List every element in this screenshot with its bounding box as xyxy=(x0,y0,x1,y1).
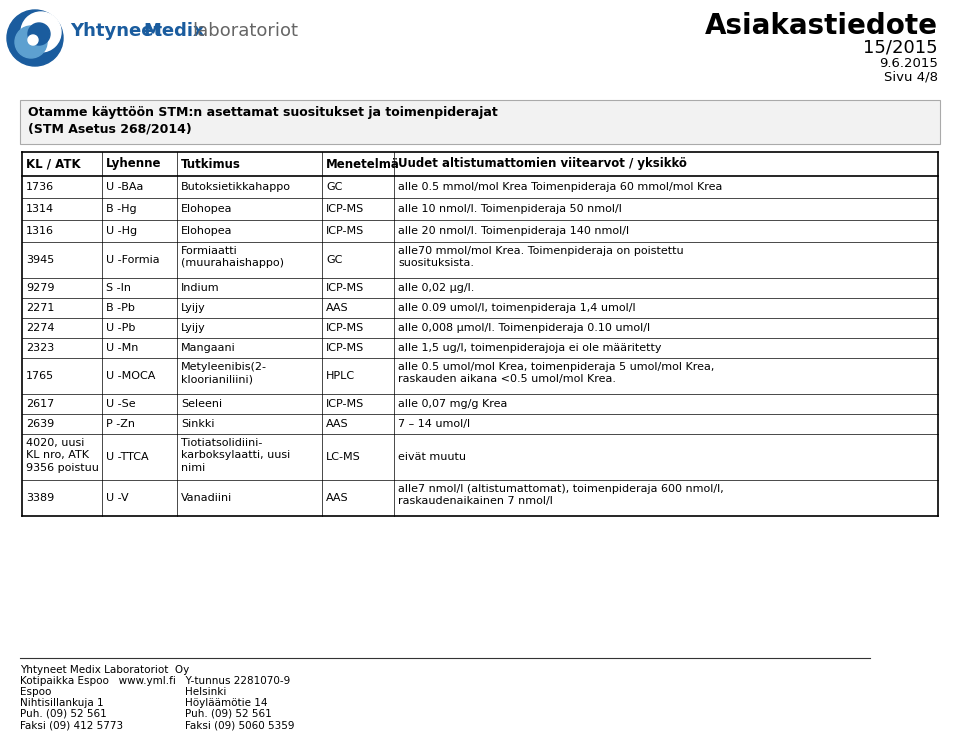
Text: Faksi (09) 5060 5359: Faksi (09) 5060 5359 xyxy=(185,720,295,730)
Text: 9.6.2015: 9.6.2015 xyxy=(879,57,938,70)
Text: Mangaani: Mangaani xyxy=(181,343,236,353)
Circle shape xyxy=(28,23,50,45)
Text: U -V: U -V xyxy=(106,493,129,503)
Text: Yhtyneet: Yhtyneet xyxy=(70,22,168,40)
Text: U -Formia: U -Formia xyxy=(106,255,159,265)
Text: Puh. (09) 52 561: Puh. (09) 52 561 xyxy=(20,709,107,719)
Text: B -Hg: B -Hg xyxy=(106,204,136,214)
Text: Vanadiini: Vanadiini xyxy=(181,493,232,503)
Text: 2639: 2639 xyxy=(26,419,55,429)
Text: Butoksietikkahappo: Butoksietikkahappo xyxy=(181,182,291,192)
Text: ICP-MS: ICP-MS xyxy=(326,226,364,236)
Text: (STM Asetus 268/2014): (STM Asetus 268/2014) xyxy=(28,122,192,135)
Circle shape xyxy=(7,10,63,66)
Text: Lyijy: Lyijy xyxy=(181,323,205,333)
Text: alle70 mmol/mol Krea. Toimenpideraja on poistettu
suosituksista.: alle70 mmol/mol Krea. Toimenpideraja on … xyxy=(398,246,684,268)
Circle shape xyxy=(15,26,47,58)
Text: Otamme käyttöön STM:n asettamat suositukset ja toimenpiderajat: Otamme käyttöön STM:n asettamat suosituk… xyxy=(28,106,497,119)
Text: Uudet altistumattomien viitearvot / yksikkö: Uudet altistumattomien viitearvot / yksi… xyxy=(398,158,686,171)
Text: laboratoriot: laboratoriot xyxy=(192,22,298,40)
Text: U -BAa: U -BAa xyxy=(106,182,143,192)
Text: U -Se: U -Se xyxy=(106,399,135,409)
Text: 15/2015: 15/2015 xyxy=(863,38,938,56)
Text: Lyhenne: Lyhenne xyxy=(106,158,161,171)
Text: Elohopea: Elohopea xyxy=(181,226,232,236)
Text: GC: GC xyxy=(326,182,343,192)
Text: ICP-MS: ICP-MS xyxy=(326,204,364,214)
Text: 1736: 1736 xyxy=(26,182,54,192)
Text: Seleeni: Seleeni xyxy=(181,399,222,409)
Text: alle 1,5 ug/l, toimenpiderajoja ei ole määritetty: alle 1,5 ug/l, toimenpiderajoja ei ole m… xyxy=(398,343,661,353)
Text: alle 0,02 μg/l.: alle 0,02 μg/l. xyxy=(398,283,474,293)
Text: 4020, uusi
KL nro, ATK
9356 poistuu: 4020, uusi KL nro, ATK 9356 poistuu xyxy=(26,438,99,473)
Bar xyxy=(20,100,940,144)
Text: 2617: 2617 xyxy=(26,399,55,409)
Text: Sivu 4/8: Sivu 4/8 xyxy=(884,70,938,83)
Text: 1316: 1316 xyxy=(26,226,54,236)
Text: U -Pb: U -Pb xyxy=(106,323,135,333)
Text: U -Mn: U -Mn xyxy=(106,343,138,353)
Text: 2271: 2271 xyxy=(26,303,55,313)
Text: ICP-MS: ICP-MS xyxy=(326,323,364,333)
Text: Nihtisillankuja 1: Nihtisillankuja 1 xyxy=(20,698,104,708)
Text: P -Zn: P -Zn xyxy=(106,419,135,429)
Text: alle 0,07 mg/g Krea: alle 0,07 mg/g Krea xyxy=(398,399,508,409)
Text: Indium: Indium xyxy=(181,283,220,293)
Text: B -Pb: B -Pb xyxy=(106,303,134,313)
Text: 2323: 2323 xyxy=(26,343,55,353)
Text: Metyleenibis(2-
kloorianiliini): Metyleenibis(2- kloorianiliini) xyxy=(181,362,267,384)
Text: Faksi (09) 412 5773: Faksi (09) 412 5773 xyxy=(20,720,123,730)
Text: Elohopea: Elohopea xyxy=(181,204,232,214)
Text: GC: GC xyxy=(326,255,343,265)
Text: Puh. (09) 52 561: Puh. (09) 52 561 xyxy=(185,709,272,719)
Text: Menetelmä: Menetelmä xyxy=(326,158,400,171)
Text: 3389: 3389 xyxy=(26,493,55,503)
Text: alle 0.5 mmol/mol Krea Toimenpideraja 60 mmol/mol Krea: alle 0.5 mmol/mol Krea Toimenpideraja 60… xyxy=(398,182,722,192)
Text: U -TTCA: U -TTCA xyxy=(106,452,149,462)
Text: 1314: 1314 xyxy=(26,204,54,214)
Text: ICP-MS: ICP-MS xyxy=(326,283,364,293)
Text: Formiaatti
(muurahaishappo): Formiaatti (muurahaishappo) xyxy=(181,246,284,268)
Text: U -Hg: U -Hg xyxy=(106,226,137,236)
Text: S -In: S -In xyxy=(106,283,131,293)
Text: Yhtyneet Medix Laboratoriot  Oy: Yhtyneet Medix Laboratoriot Oy xyxy=(20,665,189,675)
Text: alle 0.5 umol/mol Krea, toimenpideraja 5 umol/mol Krea,
raskauden aikana <0.5 um: alle 0.5 umol/mol Krea, toimenpideraja 5… xyxy=(398,362,714,384)
Text: AAS: AAS xyxy=(326,303,348,313)
Text: ICP-MS: ICP-MS xyxy=(326,399,364,409)
Text: Medix: Medix xyxy=(144,22,211,40)
Circle shape xyxy=(21,12,61,52)
Text: 1765: 1765 xyxy=(26,371,54,381)
Text: 7 – 14 umol/l: 7 – 14 umol/l xyxy=(398,419,470,429)
Text: Höyläämötie 14: Höyläämötie 14 xyxy=(185,698,268,708)
Text: alle7 nmol/l (altistumattomat), toimenpideraja 600 nmol/l,
raskaudenaikainen 7 n: alle7 nmol/l (altistumattomat), toimenpi… xyxy=(398,484,724,507)
Text: Kotipaikka Espoo   www.yml.fi   Y-tunnus 2281070-9: Kotipaikka Espoo www.yml.fi Y-tunnus 228… xyxy=(20,676,290,686)
Text: Sinkki: Sinkki xyxy=(181,419,214,429)
Text: 9279: 9279 xyxy=(26,283,55,293)
Text: Tutkimus: Tutkimus xyxy=(181,158,241,171)
Text: LC-MS: LC-MS xyxy=(326,452,361,462)
Text: Tiotiatsolidiini-
karboksylaatti, uusi
nimi: Tiotiatsolidiini- karboksylaatti, uusi n… xyxy=(181,438,290,473)
Text: alle 0,008 μmol/l. Toimenpideraja 0.10 umol/l: alle 0,008 μmol/l. Toimenpideraja 0.10 u… xyxy=(398,323,650,333)
Text: alle 0.09 umol/l, toimenpideraja 1,4 umol/l: alle 0.09 umol/l, toimenpideraja 1,4 umo… xyxy=(398,303,636,313)
Text: Asiakastiedote: Asiakastiedote xyxy=(705,12,938,40)
Text: Espoo: Espoo xyxy=(20,687,52,697)
Text: eivät muutu: eivät muutu xyxy=(398,452,466,462)
Text: U -MOCA: U -MOCA xyxy=(106,371,156,381)
Text: KL / ATK: KL / ATK xyxy=(26,158,81,171)
Text: 3945: 3945 xyxy=(26,255,55,265)
Text: alle 20 nmol/l. Toimenpideraja 140 nmol/l: alle 20 nmol/l. Toimenpideraja 140 nmol/… xyxy=(398,226,629,236)
Text: Helsinki: Helsinki xyxy=(185,687,227,697)
Text: HPLC: HPLC xyxy=(326,371,355,381)
Text: AAS: AAS xyxy=(326,493,348,503)
Bar xyxy=(22,152,938,516)
Text: Lyijy: Lyijy xyxy=(181,303,205,313)
Text: 2274: 2274 xyxy=(26,323,55,333)
Circle shape xyxy=(28,35,38,45)
Text: ICP-MS: ICP-MS xyxy=(326,343,364,353)
Text: alle 10 nmol/l. Toimenpideraja 50 nmol/l: alle 10 nmol/l. Toimenpideraja 50 nmol/l xyxy=(398,204,622,214)
Text: AAS: AAS xyxy=(326,419,348,429)
